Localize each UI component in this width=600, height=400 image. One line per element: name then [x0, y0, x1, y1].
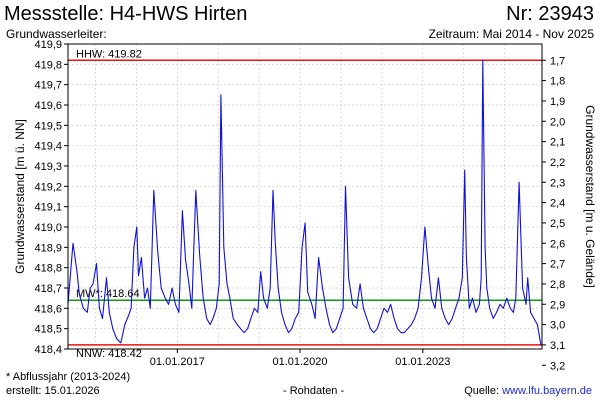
y-tick-label: 418,6 — [34, 303, 62, 315]
plot-frame — [67, 43, 543, 350]
footnote: * Abflussjahr (2013-2024) — [6, 371, 131, 383]
y2-tick-label: 2,9 — [550, 299, 565, 311]
y2-tick-label: 1,8 — [550, 76, 565, 88]
y2-tick-label: 2,5 — [550, 218, 565, 230]
y-tick-label: 419,6 — [34, 100, 62, 112]
y-tick-label: 419,4 — [34, 141, 62, 153]
y2-tick-label: 3,2 — [550, 360, 565, 372]
y2-tick-label: 1,9 — [550, 96, 565, 108]
y2-tick-label: 2,1 — [550, 137, 565, 149]
period-label: Zeitraum: Mai 2014 - Nov 2025 — [428, 27, 594, 41]
y-tick-label: 418,7 — [34, 283, 62, 295]
y-tick-label: 418,4 — [34, 344, 62, 356]
y-tick-label: 418,8 — [34, 263, 62, 275]
x-tick-label: 01.01.2020 — [272, 356, 327, 368]
y-tick-label: 419,2 — [34, 181, 62, 193]
y-tick-label: 419,5 — [34, 120, 62, 132]
series-layer — [67, 59, 542, 345]
y-tick-label: 419,1 — [34, 202, 62, 214]
y2-tick-label: 2,6 — [550, 238, 565, 250]
created-date: erstellt: 15.01.2026 — [6, 385, 100, 397]
y2-tick-label: 3,1 — [550, 340, 565, 352]
source: Quelle: www.lfu.bayern.de — [464, 385, 592, 397]
groundwater-level-line — [67, 59, 542, 345]
station-title: Messstelle: H4-HWS Hirten — [4, 3, 248, 25]
y-axis-label: Grundwasserstand [m ü. NN] — [13, 119, 27, 274]
grid — [68, 43, 542, 350]
y-tick-label: 419,3 — [34, 161, 62, 173]
reference-label: NNW: 418.42 — [76, 348, 142, 360]
y-tick-label: 419,7 — [34, 80, 62, 92]
station-number: Nr: 23943 — [506, 3, 594, 25]
y2-axis-label: Grundwasserstand [m u. Gelände] — [583, 105, 597, 288]
y-tick-label: 419,8 — [34, 59, 62, 71]
y2-tick-label: 1,7 — [550, 55, 565, 67]
y2-tick-label: 2,0 — [550, 116, 565, 128]
y-tick-label: 419,0 — [34, 222, 62, 234]
axes: 418,4 418,5 418,6 418,7 418,8 418,9 419,0 419,1… — [34, 39, 565, 372]
y-tick-label: 419,9 — [34, 39, 62, 51]
y2-tick-label: 2,4 — [550, 198, 565, 210]
y2-tick-label: 2,3 — [550, 177, 565, 189]
y2-tick-label: 2,2 — [550, 157, 565, 169]
y2-tick-label: 3,0 — [550, 320, 565, 332]
y2-tick-label: 2,7 — [550, 259, 565, 271]
source-link[interactable]: www.lfu.bayern.de — [502, 385, 592, 397]
y-tick-label: 418,9 — [34, 242, 62, 254]
x-tick-label: 01.01.2017 — [150, 356, 205, 368]
y-tick-label: 418,5 — [34, 324, 62, 336]
x-tick-label: 01.01.2023 — [395, 356, 450, 368]
raw-data-note: - Rohdaten - — [283, 385, 345, 397]
y2-tick-label: 2,8 — [550, 279, 565, 291]
reference-label: HHW: 419.82 — [76, 48, 142, 60]
aquifer-label: Grundwasserleiter: — [6, 27, 107, 41]
source-label: Quelle: — [464, 385, 503, 397]
